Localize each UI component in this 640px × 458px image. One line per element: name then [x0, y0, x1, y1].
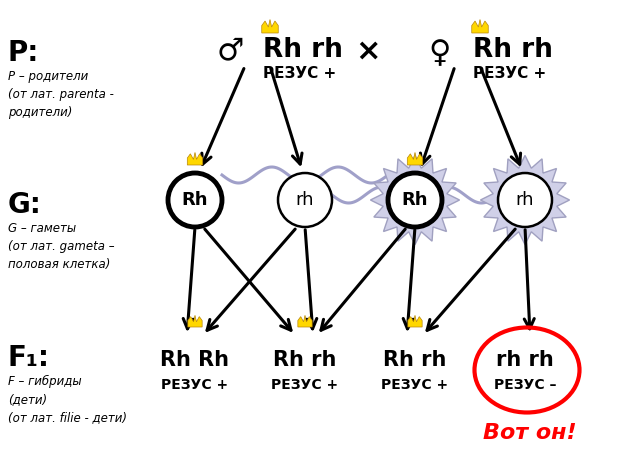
Text: РЕЗУС +: РЕЗУС + [271, 378, 339, 392]
Circle shape [388, 173, 442, 227]
Text: F – гибриды
(дети)
(от лат. filie - дети): F – гибриды (дети) (от лат. filie - дети… [8, 375, 127, 424]
Text: Rh: Rh [402, 191, 428, 209]
Text: РЕЗУС +: РЕЗУС + [381, 378, 449, 392]
Text: Rh rh: Rh rh [473, 37, 553, 63]
Text: rh: rh [296, 191, 314, 209]
Text: ×: × [355, 37, 381, 65]
Text: РЕЗУС +: РЕЗУС + [161, 378, 228, 392]
Polygon shape [188, 153, 203, 165]
Text: Rh rh: Rh rh [383, 350, 447, 370]
Text: G – гаметы
(от лат. gameta –
половая клетка): G – гаметы (от лат. gameta – половая кле… [8, 222, 115, 271]
Polygon shape [262, 20, 278, 33]
Circle shape [498, 173, 552, 227]
Text: G:: G: [8, 191, 42, 219]
Text: РЕЗУС –: РЕЗУС – [493, 378, 556, 392]
Text: F₁:: F₁: [8, 344, 50, 372]
Text: Rh rh: Rh rh [273, 350, 337, 370]
Text: P:: P: [8, 39, 40, 67]
Text: ♂: ♂ [216, 37, 244, 65]
Text: ♀: ♀ [429, 39, 451, 69]
Text: Вот он!: Вот он! [483, 423, 577, 443]
Text: РЕЗУС +: РЕЗУС + [473, 65, 547, 81]
Text: rh rh: rh rh [496, 350, 554, 370]
Text: Rh Rh: Rh Rh [161, 350, 230, 370]
Text: rh: rh [516, 191, 534, 209]
Circle shape [278, 173, 332, 227]
Text: Rh rh: Rh rh [263, 37, 343, 63]
Text: P – родители
(от лат. parenta -
родители): P – родители (от лат. parenta - родители… [8, 70, 114, 119]
Text: РЕЗУС +: РЕЗУС + [263, 65, 336, 81]
Polygon shape [371, 155, 460, 245]
Polygon shape [481, 155, 570, 245]
Polygon shape [407, 153, 422, 165]
Polygon shape [298, 315, 312, 327]
Polygon shape [188, 315, 202, 327]
Polygon shape [408, 315, 422, 327]
Text: Rh: Rh [182, 191, 208, 209]
Polygon shape [472, 20, 488, 33]
Circle shape [168, 173, 222, 227]
